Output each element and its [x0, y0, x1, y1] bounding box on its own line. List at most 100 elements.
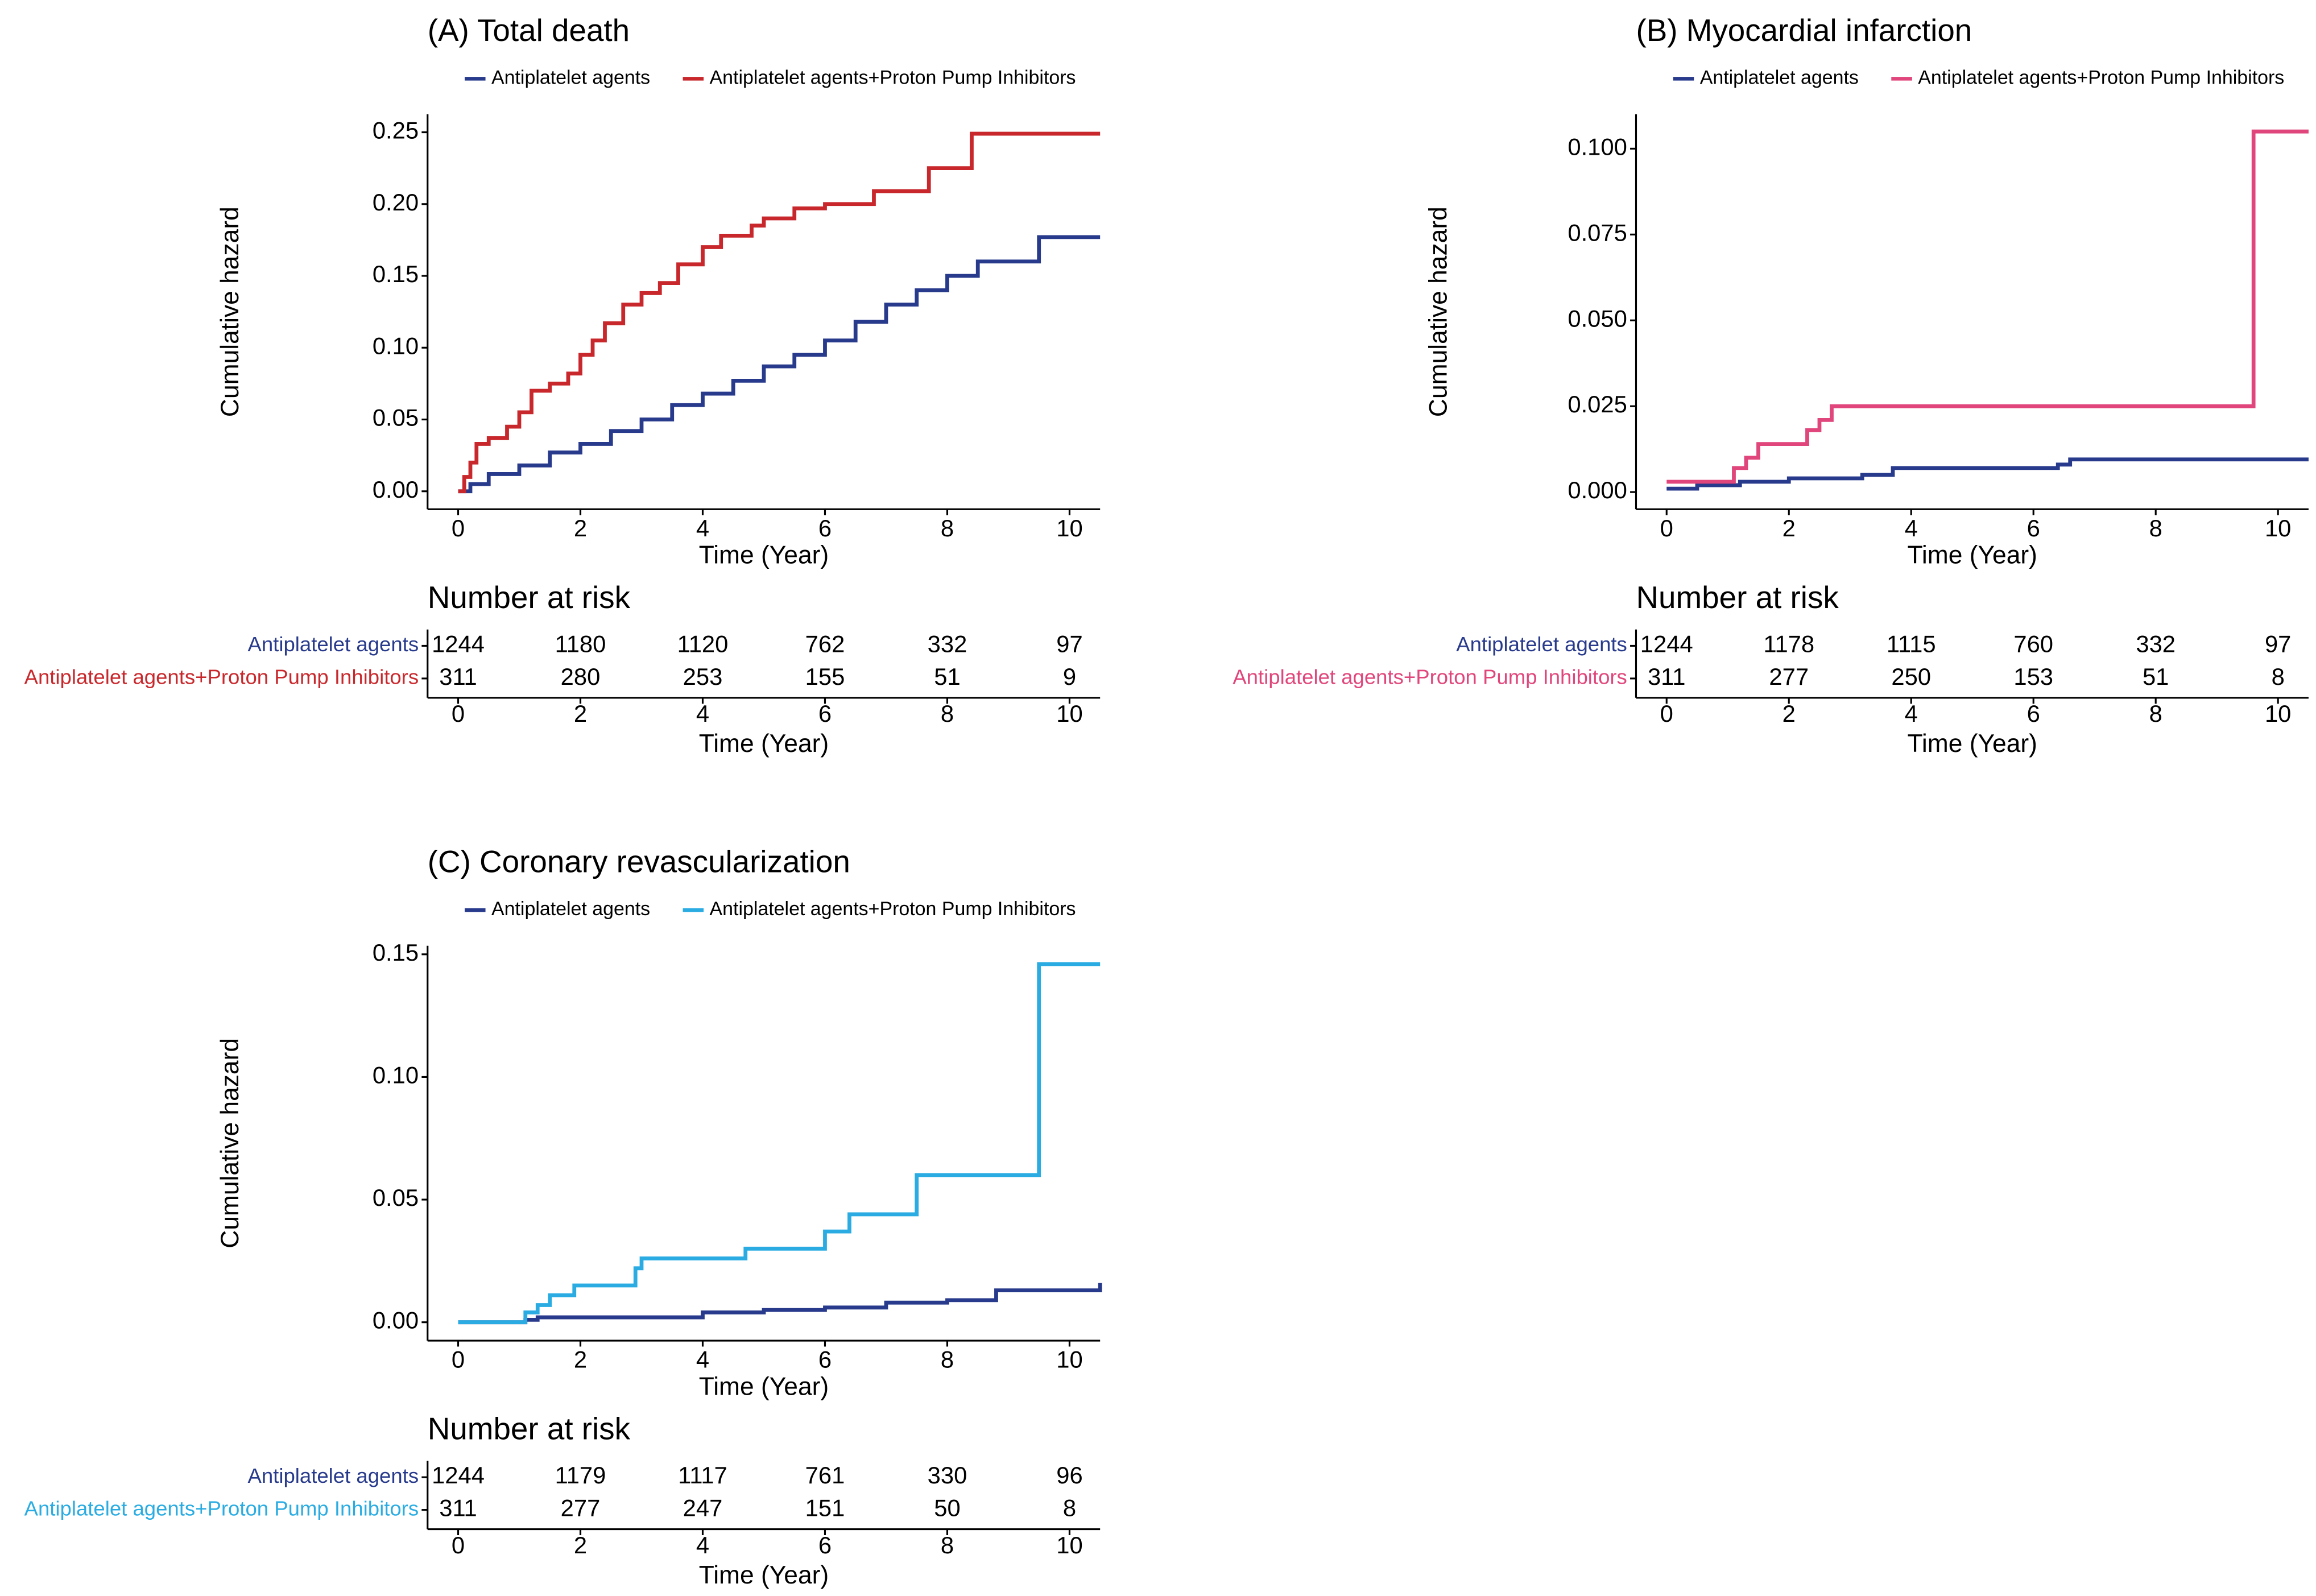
x-tick-label: 10	[2265, 515, 2291, 541]
risk-count: 8	[2272, 663, 2285, 690]
risk-x-axis-label: Time (Year)	[1907, 730, 2037, 758]
risk-row-label: Antiplatelet agents+Proton Pump Inhibito…	[24, 665, 419, 689]
y-tick-label: 0.05	[373, 1184, 419, 1211]
risk-count: 51	[2143, 663, 2169, 690]
x-tick-label: 8	[941, 515, 954, 541]
hazard-curve	[1666, 129, 2309, 484]
risk-count: 9	[1063, 663, 1076, 690]
risk-x-tick-label: 2	[1783, 700, 1796, 727]
hazard-curve	[458, 235, 1101, 494]
y-tick-label: 0.05	[373, 404, 419, 431]
x-tick-label: 6	[818, 515, 832, 541]
risk-count: 1244	[432, 630, 485, 657]
y-tick-label: 0.10	[373, 332, 419, 359]
risk-row-label: Antiplatelet agents	[248, 632, 419, 656]
y-axis-label: Cumulative hazard	[216, 206, 244, 417]
hazard-curve	[458, 131, 1101, 494]
y-tick-label: 0.15	[373, 261, 419, 287]
legend-label: Antiplatelet agents	[1700, 67, 1859, 88]
x-tick-label: 2	[574, 1346, 587, 1373]
y-axis-label: Cumulative hazard	[1425, 206, 1453, 417]
risk-count: 250	[1891, 663, 1931, 690]
risk-table-title: Number at risk	[1636, 580, 1839, 615]
risk-count: 311	[439, 663, 477, 690]
risk-x-axis-label: Time (Year)	[699, 730, 829, 758]
risk-count: 280	[561, 663, 601, 690]
risk-count: 247	[683, 1495, 723, 1521]
risk-count: 153	[2013, 663, 2053, 690]
risk-count: 1244	[432, 1462, 485, 1489]
x-tick-label: 0	[452, 1346, 465, 1373]
legend-label: Antiplatelet agents	[491, 67, 650, 88]
x-axis-label: Time (Year)	[699, 1372, 829, 1400]
risk-count: 1180	[555, 630, 606, 657]
x-tick-label: 6	[2027, 515, 2040, 541]
risk-x-tick-label: 2	[574, 700, 587, 727]
risk-count: 332	[928, 630, 967, 657]
y-tick-label: 0.00	[373, 1307, 419, 1334]
y-tick-label: 0.050	[1568, 305, 1627, 332]
risk-x-tick-label: 10	[2265, 700, 2291, 727]
y-axis-label: Cumulative hazard	[216, 1038, 244, 1248]
risk-count: 1179	[555, 1462, 606, 1489]
risk-count: 330	[928, 1462, 967, 1489]
panel-title: (C) Coronary revascularization	[428, 844, 850, 879]
risk-x-tick-label: 4	[696, 700, 709, 727]
risk-count: 1120	[677, 630, 729, 657]
y-tick-label: 0.15	[373, 939, 419, 966]
risk-count: 1117	[678, 1462, 727, 1489]
risk-table-title: Number at risk	[428, 1411, 631, 1446]
x-tick-label: 4	[1905, 515, 1918, 541]
risk-count: 8	[1063, 1495, 1076, 1521]
risk-row-label: Antiplatelet agents	[1456, 632, 1627, 656]
hazard-curve	[1666, 457, 2309, 491]
x-tick-label: 0	[452, 515, 465, 541]
risk-count: 311	[439, 1495, 477, 1521]
risk-count: 253	[683, 663, 723, 690]
risk-table-title: Number at risk	[428, 580, 631, 615]
y-tick-label: 0.20	[373, 189, 419, 216]
risk-row-label: Antiplatelet agents+Proton Pump Inhibito…	[1233, 665, 1627, 689]
risk-count: 96	[1056, 1462, 1082, 1489]
risk-x-tick-label: 6	[2027, 700, 2040, 727]
risk-count: 50	[934, 1495, 960, 1521]
risk-row-label: Antiplatelet agents+Proton Pump Inhibito…	[24, 1496, 419, 1520]
risk-count: 761	[805, 1462, 845, 1489]
x-tick-label: 8	[2149, 515, 2162, 541]
risk-count: 151	[805, 1495, 845, 1521]
risk-x-tick-label: 8	[2149, 700, 2162, 727]
x-tick-label: 2	[1783, 515, 1796, 541]
risk-count: 277	[561, 1495, 601, 1521]
risk-count: 51	[934, 663, 960, 690]
legend-label: Antiplatelet agents+Proton Pump Inhibito…	[710, 67, 1076, 88]
risk-count: 760	[2013, 630, 2053, 657]
panel-title: (A) Total death	[428, 13, 630, 48]
risk-count: 1244	[1640, 630, 1693, 657]
legend-label: Antiplatelet agents+Proton Pump Inhibito…	[1918, 67, 2284, 88]
x-tick-label: 4	[696, 515, 709, 541]
hazard-curve	[458, 1283, 1102, 1325]
risk-count: 1178	[1763, 630, 1814, 657]
y-tick-label: 0.100	[1568, 133, 1627, 160]
risk-x-tick-label: 0	[1660, 700, 1673, 727]
risk-count: 1115	[1887, 630, 1936, 657]
risk-row-label: Antiplatelet agents	[248, 1464, 419, 1487]
risk-count: 332	[2136, 630, 2176, 657]
legend-label: Antiplatelet agents+Proton Pump Inhibito…	[710, 898, 1076, 920]
risk-x-tick-label: 0	[452, 1532, 465, 1558]
risk-x-axis-label: Time (Year)	[699, 1561, 829, 1589]
y-tick-label: 0.000	[1568, 477, 1627, 503]
risk-count: 277	[1769, 663, 1809, 690]
legend-label: Antiplatelet agents	[491, 898, 650, 920]
risk-x-tick-label: 4	[696, 1532, 709, 1558]
risk-count: 311	[1648, 663, 1686, 690]
risk-x-tick-label: 0	[452, 700, 465, 727]
y-tick-label: 0.25	[373, 117, 419, 144]
risk-count: 97	[2265, 630, 2291, 657]
x-tick-label: 10	[1056, 1346, 1082, 1373]
x-tick-label: 10	[1056, 515, 1082, 541]
risk-count: 155	[805, 663, 845, 690]
x-tick-label: 2	[574, 515, 587, 541]
